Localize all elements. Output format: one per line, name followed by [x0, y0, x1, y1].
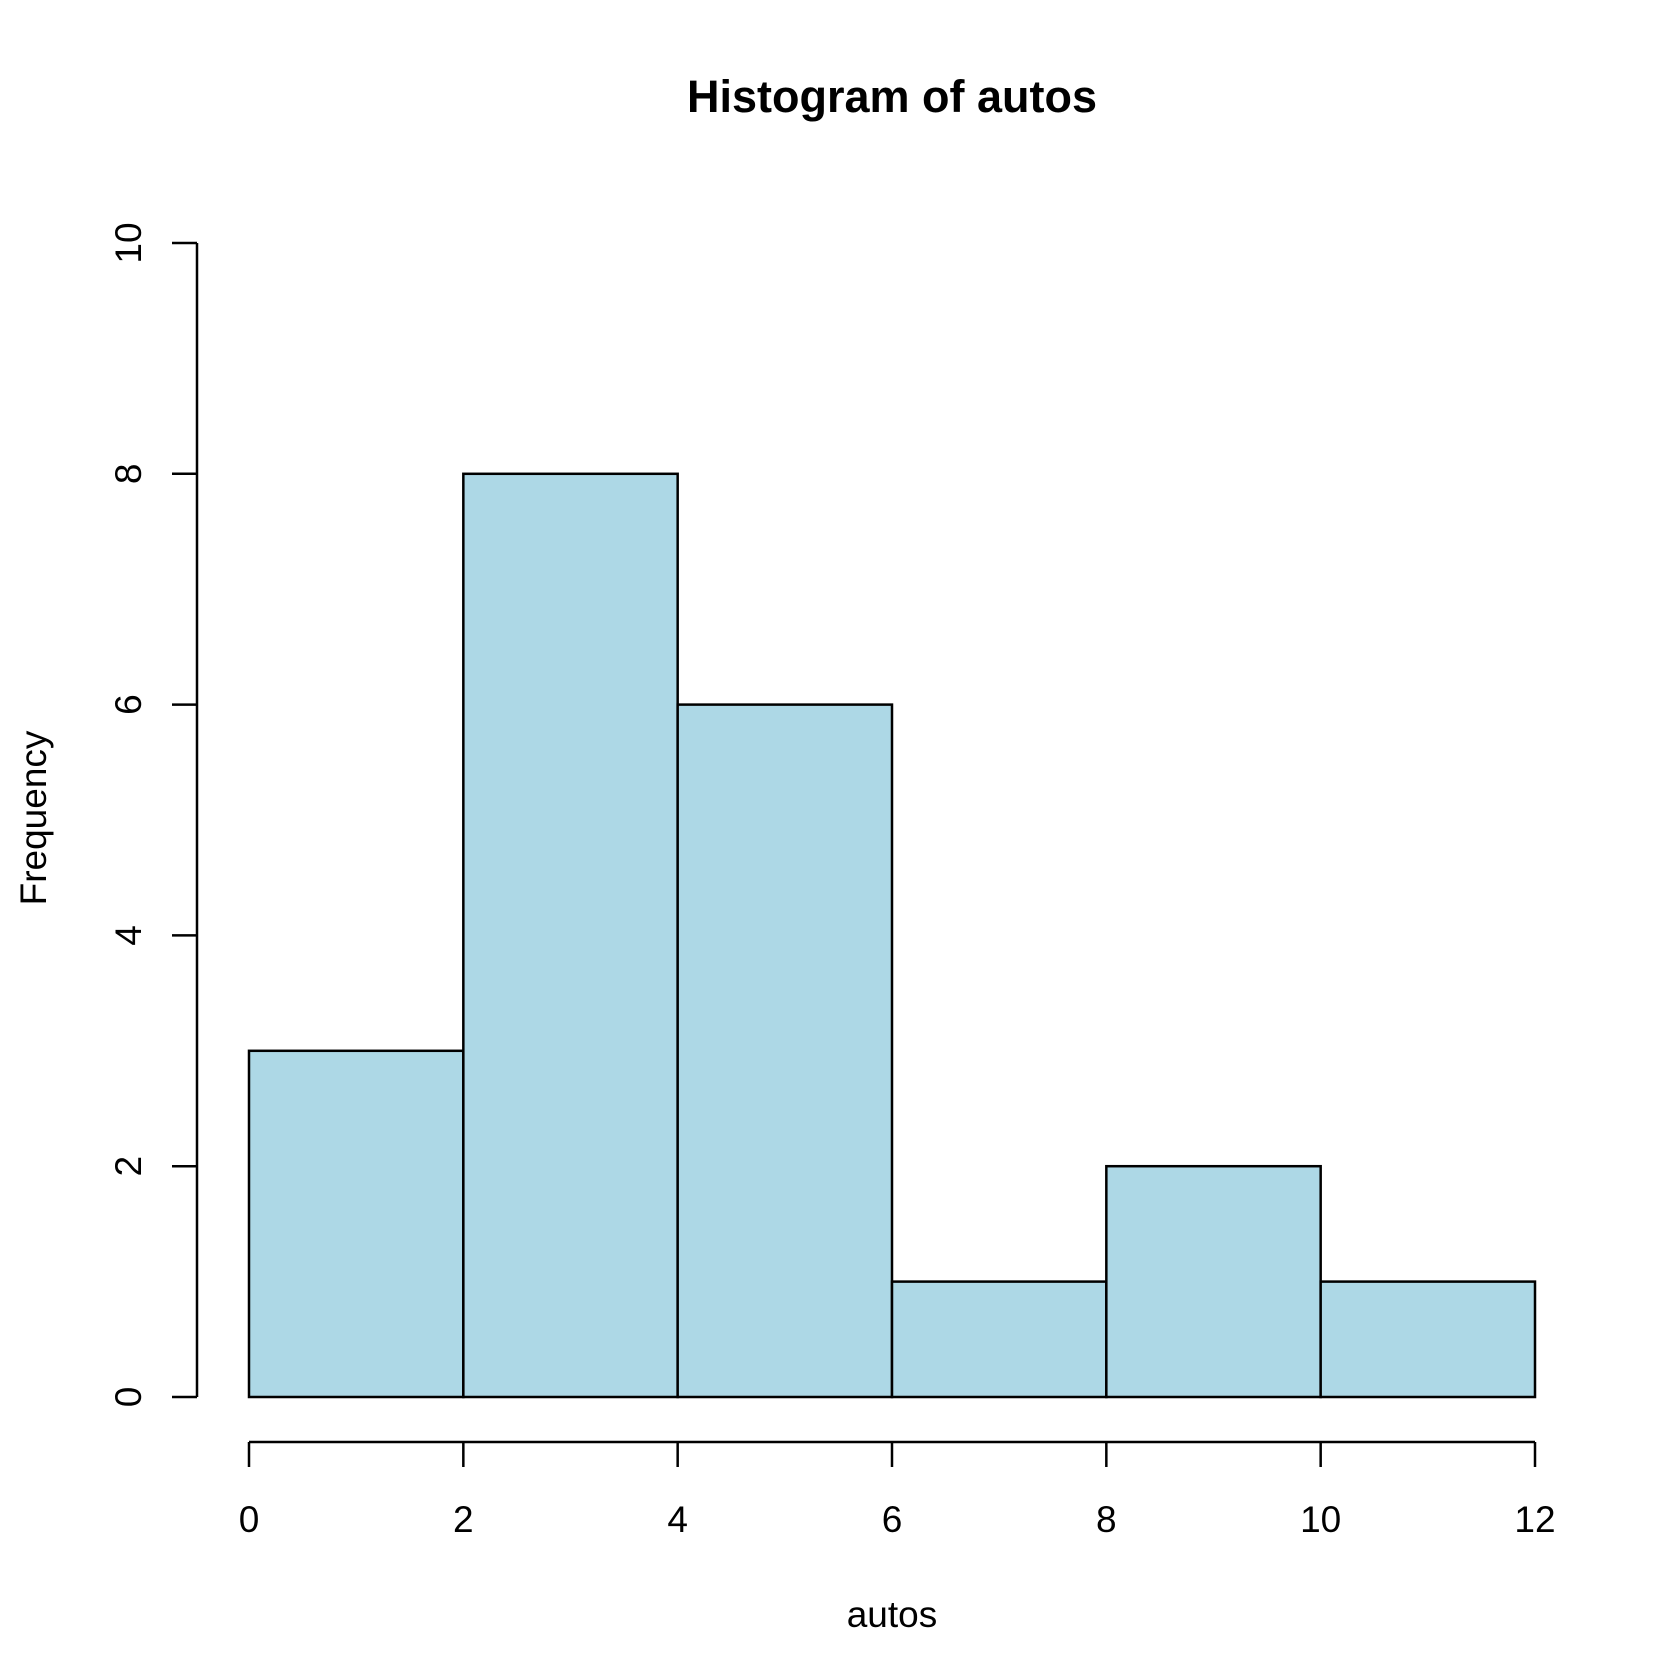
- x-tick-label: 8: [1096, 1499, 1117, 1540]
- x-tick-label: 12: [1514, 1499, 1555, 1540]
- bar: [247, 1049, 465, 1399]
- bar: [1319, 1280, 1537, 1399]
- x-tick-label: 4: [667, 1499, 688, 1540]
- x-tick-label: 10: [1300, 1499, 1341, 1540]
- y-axis-label: Frequency: [13, 730, 54, 905]
- chart-title: Histogram of autos: [687, 71, 1097, 122]
- y-tick-label: 10: [108, 222, 149, 263]
- y-tick-label: 4: [108, 925, 149, 946]
- x-tick-label: 6: [882, 1499, 903, 1540]
- y-tick-label: 8: [108, 464, 149, 485]
- x-axis-label: autos: [847, 1594, 938, 1635]
- y-tick-label: 2: [108, 1156, 149, 1177]
- y-tick-label: 6: [108, 694, 149, 715]
- bar: [676, 703, 894, 1399]
- x-tick-label: 2: [453, 1499, 474, 1540]
- bar: [890, 1280, 1108, 1399]
- bar: [462, 472, 679, 1399]
- y-tick-label: 0: [108, 1387, 149, 1408]
- x-tick-label: 0: [239, 1499, 260, 1540]
- bar: [1105, 1164, 1322, 1399]
